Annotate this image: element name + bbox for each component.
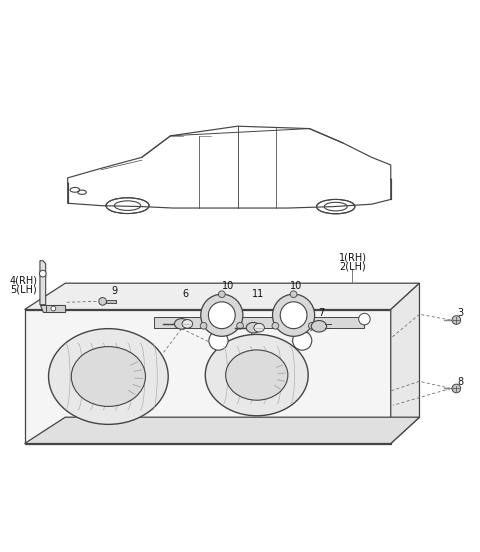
Polygon shape (46, 305, 65, 312)
Ellipse shape (106, 198, 149, 214)
Polygon shape (40, 305, 65, 312)
Circle shape (39, 270, 46, 277)
Circle shape (359, 314, 370, 325)
Text: 4(RH): 4(RH) (10, 276, 37, 286)
Ellipse shape (205, 335, 308, 416)
Ellipse shape (72, 347, 145, 406)
Text: 2(LH): 2(LH) (339, 262, 366, 272)
Ellipse shape (246, 322, 261, 333)
Text: 9: 9 (111, 286, 118, 296)
Text: 11: 11 (252, 289, 264, 299)
Ellipse shape (48, 328, 168, 424)
Circle shape (200, 322, 207, 329)
Ellipse shape (174, 319, 189, 329)
Circle shape (237, 322, 243, 329)
Ellipse shape (312, 321, 326, 332)
Polygon shape (24, 283, 420, 310)
Text: 1(RH): 1(RH) (338, 253, 366, 263)
Text: 10: 10 (290, 280, 302, 290)
Text: 3: 3 (457, 309, 463, 319)
Bar (154, 317, 364, 328)
Circle shape (273, 294, 315, 336)
Ellipse shape (317, 199, 355, 214)
Text: 10: 10 (222, 280, 235, 290)
Polygon shape (391, 283, 420, 443)
Ellipse shape (226, 350, 288, 400)
Text: 5(LH): 5(LH) (10, 284, 37, 294)
Circle shape (272, 322, 279, 329)
Circle shape (209, 331, 228, 350)
Circle shape (452, 384, 461, 393)
Circle shape (208, 302, 235, 328)
Circle shape (290, 291, 297, 298)
Text: 7: 7 (318, 309, 324, 319)
Circle shape (280, 302, 307, 328)
Circle shape (309, 322, 315, 329)
Circle shape (99, 298, 107, 305)
Circle shape (293, 331, 312, 350)
Circle shape (201, 294, 243, 336)
Polygon shape (24, 417, 420, 443)
Text: 8: 8 (457, 377, 463, 388)
Polygon shape (40, 261, 46, 305)
Text: 6: 6 (182, 289, 188, 299)
Circle shape (218, 291, 225, 298)
Bar (107, 300, 116, 303)
Circle shape (452, 316, 461, 325)
Ellipse shape (254, 323, 264, 332)
Ellipse shape (182, 320, 192, 328)
Circle shape (51, 306, 56, 311)
Polygon shape (24, 310, 391, 443)
